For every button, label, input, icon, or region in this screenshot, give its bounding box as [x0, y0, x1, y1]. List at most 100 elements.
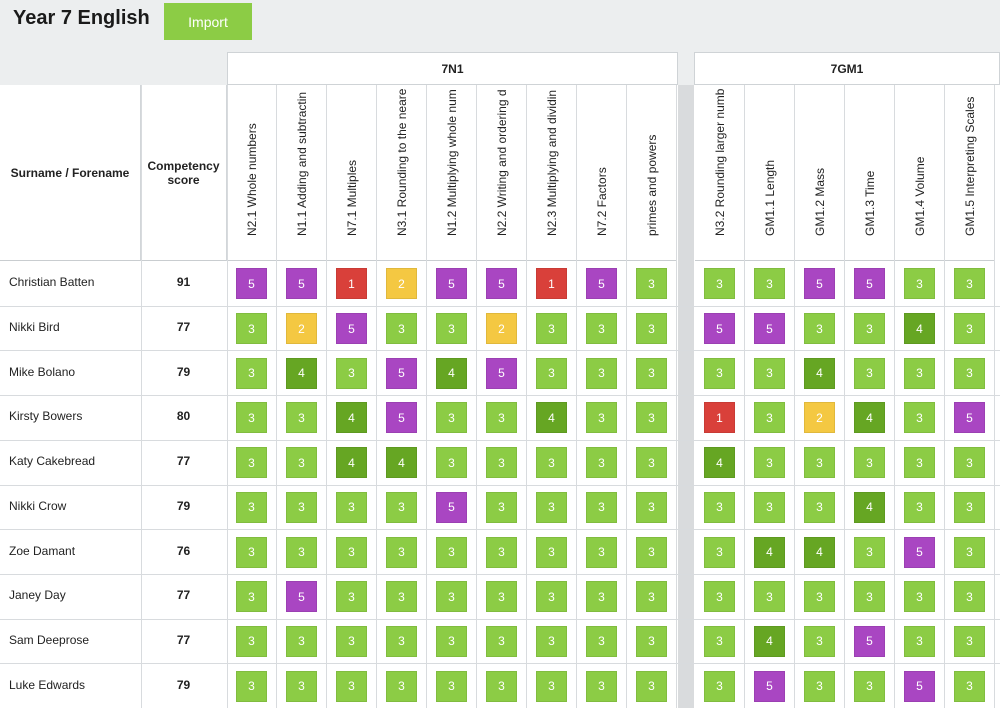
level-badge[interactable]: 4 — [704, 447, 735, 479]
level-badge[interactable]: 3 — [286, 402, 317, 434]
level-badge[interactable]: 3 — [336, 670, 367, 702]
level-badge[interactable]: 3 — [536, 313, 567, 345]
level-badge[interactable]: 5 — [904, 670, 935, 702]
level-badge[interactable]: 3 — [904, 402, 935, 434]
competency-column-header[interactable]: GM1.3 Time — [845, 85, 895, 261]
level-badge[interactable]: 3 — [904, 625, 935, 657]
level-badge[interactable]: 4 — [336, 447, 367, 479]
level-badge[interactable]: 4 — [854, 491, 885, 523]
level-badge[interactable]: 4 — [904, 313, 935, 345]
level-badge[interactable]: 3 — [754, 357, 785, 389]
competency-column-header[interactable]: GM1.2 Mass — [795, 85, 845, 261]
level-badge[interactable]: 3 — [636, 536, 667, 568]
competency-column-header[interactable]: N7.2 Factors — [577, 85, 627, 261]
level-badge[interactable]: 3 — [536, 447, 567, 479]
student-name[interactable]: Zoe Damant — [9, 543, 76, 558]
level-badge[interactable]: 4 — [804, 536, 835, 568]
level-badge[interactable]: 3 — [954, 670, 985, 702]
level-badge[interactable]: 3 — [904, 268, 935, 300]
level-badge[interactable]: 3 — [586, 402, 617, 434]
level-badge[interactable]: 3 — [286, 625, 317, 657]
level-badge[interactable]: 3 — [704, 625, 735, 657]
level-badge[interactable]: 5 — [436, 491, 467, 523]
competency-column-header[interactable]: N3.2 Rounding larger numb — [695, 85, 745, 261]
level-badge[interactable]: 3 — [954, 268, 985, 300]
level-badge[interactable]: 1 — [336, 268, 367, 300]
competency-column-header[interactable]: GM1.4 Volume — [895, 85, 945, 261]
level-badge[interactable]: 3 — [236, 581, 267, 613]
level-badge[interactable]: 3 — [636, 313, 667, 345]
level-badge[interactable]: 5 — [854, 268, 885, 300]
level-badge[interactable]: 3 — [536, 357, 567, 389]
level-badge[interactable]: 5 — [286, 268, 317, 300]
level-badge[interactable]: 3 — [754, 402, 785, 434]
level-badge[interactable]: 3 — [486, 670, 517, 702]
score-column-header[interactable]: Competency score — [141, 85, 227, 261]
level-badge[interactable]: 3 — [704, 268, 735, 300]
level-badge[interactable]: 4 — [336, 402, 367, 434]
level-badge[interactable]: 5 — [954, 402, 985, 434]
level-badge[interactable]: 3 — [804, 670, 835, 702]
level-badge[interactable]: 3 — [954, 357, 985, 389]
level-badge[interactable]: 3 — [236, 491, 267, 523]
level-badge[interactable]: 5 — [236, 268, 267, 300]
level-badge[interactable]: 3 — [486, 402, 517, 434]
level-badge[interactable]: 3 — [854, 670, 885, 702]
level-badge[interactable]: 3 — [586, 670, 617, 702]
student-name[interactable]: Nikki Crow — [9, 498, 67, 513]
level-badge[interactable]: 3 — [286, 491, 317, 523]
level-badge[interactable]: 3 — [636, 491, 667, 523]
level-badge[interactable]: 3 — [386, 625, 417, 657]
student-name[interactable]: Luke Edwards — [9, 677, 86, 692]
level-badge[interactable]: 3 — [754, 447, 785, 479]
level-badge[interactable]: 3 — [286, 447, 317, 479]
level-badge[interactable]: 2 — [486, 313, 517, 345]
level-badge[interactable]: 1 — [536, 268, 567, 300]
level-badge[interactable]: 5 — [904, 536, 935, 568]
name-column-header[interactable]: Surname / Forename — [0, 85, 141, 261]
level-badge[interactable]: 3 — [636, 581, 667, 613]
level-badge[interactable]: 3 — [754, 268, 785, 300]
level-badge[interactable]: 3 — [236, 313, 267, 345]
level-badge[interactable]: 3 — [236, 670, 267, 702]
level-badge[interactable]: 3 — [804, 313, 835, 345]
level-badge[interactable]: 3 — [586, 536, 617, 568]
level-badge[interactable]: 3 — [336, 491, 367, 523]
competency-column-header[interactable]: GM1.5 Interpreting Scales — [945, 85, 995, 261]
competency-column-header[interactable]: N3.1 Rounding to the neare — [377, 85, 427, 261]
level-badge[interactable]: 3 — [486, 447, 517, 479]
level-badge[interactable]: 3 — [286, 670, 317, 702]
level-badge[interactable]: 3 — [436, 402, 467, 434]
level-badge[interactable]: 3 — [954, 581, 985, 613]
level-badge[interactable]: 3 — [236, 625, 267, 657]
level-badge[interactable]: 5 — [586, 268, 617, 300]
competency-column-header[interactable]: N1.2 Multiplying whole num — [427, 85, 477, 261]
competency-column-header[interactable]: GM1.1 Length — [745, 85, 795, 261]
level-badge[interactable]: 3 — [854, 536, 885, 568]
level-badge[interactable]: 5 — [486, 357, 517, 389]
level-badge[interactable]: 4 — [804, 357, 835, 389]
level-badge[interactable]: 3 — [804, 625, 835, 657]
level-badge[interactable]: 4 — [854, 402, 885, 434]
level-badge[interactable]: 3 — [636, 402, 667, 434]
student-name[interactable]: Christian Batten — [9, 275, 95, 290]
level-badge[interactable]: 3 — [636, 447, 667, 479]
level-badge[interactable]: 3 — [586, 357, 617, 389]
competency-column-header[interactable]: N2.3 Multiplying and dividin — [527, 85, 577, 261]
level-badge[interactable]: 2 — [386, 268, 417, 300]
level-badge[interactable]: 3 — [236, 357, 267, 389]
level-badge[interactable]: 3 — [804, 447, 835, 479]
level-badge[interactable]: 3 — [236, 447, 267, 479]
level-badge[interactable]: 3 — [436, 536, 467, 568]
student-name[interactable]: Janey Day — [9, 588, 66, 603]
import-button[interactable]: Import — [164, 3, 252, 40]
level-badge[interactable]: 3 — [586, 581, 617, 613]
level-badge[interactable]: 3 — [436, 447, 467, 479]
level-badge[interactable]: 3 — [586, 491, 617, 523]
level-badge[interactable]: 4 — [536, 402, 567, 434]
level-badge[interactable]: 3 — [536, 670, 567, 702]
level-badge[interactable]: 3 — [436, 625, 467, 657]
level-badge[interactable]: 5 — [754, 670, 785, 702]
level-badge[interactable]: 3 — [436, 670, 467, 702]
level-badge[interactable]: 3 — [704, 581, 735, 613]
